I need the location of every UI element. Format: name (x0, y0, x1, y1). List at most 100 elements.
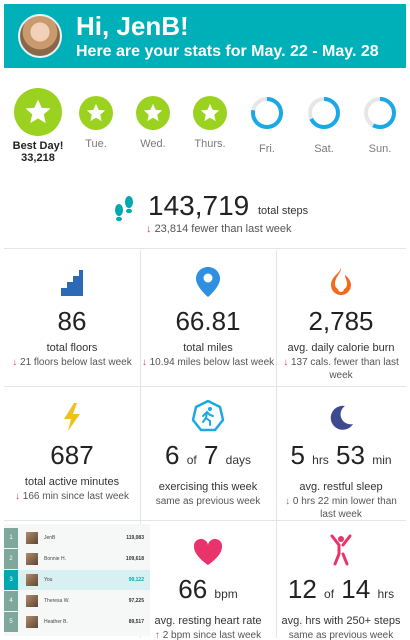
stretch-figure-icon (276, 530, 406, 566)
floors-card[interactable]: 86 total floors ↓ 21 floors below last w… (4, 262, 140, 369)
day-sat[interactable]: Sat. (304, 96, 344, 155)
runner-badge-icon (140, 396, 276, 432)
day-label: Sat. (314, 143, 334, 155)
floors-value: 86 (57, 306, 87, 336)
avatar[interactable] (18, 14, 62, 58)
sleep-value: 5 hrs 53 min (276, 440, 406, 475)
avatar (26, 553, 38, 565)
leaderboard-rank: 2 (4, 549, 18, 569)
exercise-days-total: 7 (203, 440, 219, 470)
down-arrow-icon: ↓ (283, 357, 289, 368)
best-day-steps: 33,218 (21, 152, 55, 164)
leaderboard-rank: 1 (4, 528, 18, 548)
leaderboard-row[interactable]: 4 Theresa W. 97,225 (4, 591, 150, 611)
leaderboard-steps: 99,122 (128, 577, 144, 583)
exercise-days-card[interactable]: 6 of 7 days exercising this week same as… (140, 396, 276, 508)
day-best[interactable]: Best Day! 33,218 (12, 88, 64, 164)
heart-rate-card[interactable]: 66 bpm avg. resting heart rate ↑ 2 bpm s… (140, 530, 276, 640)
leaderboard-steps: 119,083 (126, 535, 144, 541)
heart-rate-delta: ↑ 2 bpm since last week (140, 629, 276, 640)
hourly-activity-card[interactable]: 12 of 14 hrs avg. hrs with 250+ steps sa… (276, 530, 406, 640)
progress-ring-icon (308, 97, 340, 129)
hourly-activity-label: avg. hrs with 250+ steps (281, 615, 401, 627)
divider (276, 250, 277, 638)
leaderboard-row-current-user[interactable]: 3 You 99,122 (4, 570, 150, 590)
greeting: Hi, JenB! (76, 11, 189, 41)
header-banner: Hi, JenB! Here are your stats for May. 2… (4, 4, 406, 68)
divider (4, 386, 406, 387)
friends-leaderboard[interactable]: 1 JenB 119,083 2 Bonnie H. 109,618 3 You… (4, 524, 150, 636)
total-steps-value: 143,719 (148, 190, 250, 221)
date-range-subtitle: Here are your stats for May. 22 - May. 2… (76, 43, 379, 60)
hourly-activity-comparison: same as previous week (288, 630, 394, 640)
day-fri[interactable]: Fri. (247, 96, 287, 155)
calories-card[interactable]: 2,785 avg. daily calorie burn ↓ 137 cals… (276, 262, 406, 382)
heart-rate-unit: bpm (214, 587, 238, 601)
day-label: Tue. (85, 138, 107, 150)
avatar (26, 595, 38, 607)
active-minutes-card[interactable]: 687 total active minutes ↓ 166 min since… (4, 396, 140, 503)
hourly-total: 14 (341, 574, 371, 604)
sleep-minutes: 53 (336, 440, 365, 470)
leaderboard-steps: 109,618 (125, 556, 144, 562)
day-label: Thurs. (194, 138, 226, 150)
heart-rate-value: 66 bpm (140, 574, 276, 609)
miles-delta-text: 10.94 miles below last week (149, 357, 275, 368)
hourly-of: of (324, 587, 335, 601)
leaderboard-name: Heather B. (44, 619, 68, 625)
active-minutes-delta-text: 166 min since last week (22, 491, 129, 502)
sleep-card[interactable]: 5 hrs 53 min avg. restful sleep ↓ 0 hrs … (276, 396, 406, 521)
active-minutes-value: 687 (50, 440, 94, 470)
leaderboard-row[interactable]: 2 Bonnie H. 109,618 (4, 549, 150, 569)
steps-delta-text: 23,814 fewer than last week (154, 223, 292, 235)
calories-delta-text: 137 cals. fewer than last week (290, 357, 399, 381)
up-arrow-icon: ↑ (154, 630, 160, 640)
exercise-days-label: exercising this week (158, 481, 258, 493)
leaderboard-rank: 4 (4, 591, 18, 611)
hourly-unit: hrs (377, 587, 395, 601)
location-pin-icon (140, 262, 276, 298)
leaderboard-rank: 5 (4, 612, 18, 632)
exercise-days-comparison: same as previous week (155, 496, 261, 507)
down-arrow-icon: ↓ (12, 357, 18, 368)
floors-delta: ↓ 21 floors below last week (4, 356, 140, 369)
heart-rate-label: avg. resting heart rate (154, 615, 262, 627)
leaderboard-rank: 3 (4, 570, 18, 590)
exercise-of: of (186, 453, 197, 467)
weekly-day-summary: Best Day! 33,218 Tue. Wed. Thurs. Fri. S… (0, 80, 410, 176)
progress-ring-fill (308, 97, 340, 129)
sleep-label: avg. restful sleep (299, 481, 383, 493)
leaderboard-name: Bonnie H. (44, 556, 66, 562)
miles-label: total miles (183, 342, 233, 354)
heart-rate-delta-text: 2 bpm since last week (162, 630, 262, 640)
exercise-days-unit: days (225, 453, 251, 467)
miles-card[interactable]: 66.81 total miles ↓ 10.94 miles below la… (140, 262, 276, 369)
miles-value: 66.81 (175, 306, 241, 336)
steps-delta: ↓ 23,814 fewer than last week (146, 223, 292, 235)
exercise-days-count: 6 (164, 440, 180, 470)
leaderboard-row[interactable]: 5 Heather B. 89,517 (4, 612, 150, 632)
miles-delta: ↓ 10.94 miles below last week (140, 356, 276, 369)
leaderboard-row[interactable]: 1 JenB 119,083 (4, 528, 150, 548)
down-arrow-icon: ↓ (141, 357, 147, 368)
hourly-activity-value: 12 of 14 hrs (276, 574, 406, 609)
heart-icon (140, 530, 276, 566)
progress-ring-icon (251, 97, 283, 129)
leaderboard-name: JenB (44, 535, 56, 541)
leaderboard-steps: 89,517 (128, 619, 144, 625)
progress-ring-fill (364, 97, 396, 129)
flame-icon (276, 262, 406, 298)
day-wed[interactable]: Wed. (133, 96, 173, 150)
sleep-hours: 5 (290, 440, 305, 470)
day-sun[interactable]: Sun. (360, 96, 400, 155)
day-tue[interactable]: Tue. (76, 96, 116, 150)
sleep-delta-text: 0 hrs 22 min lower than last week (292, 496, 397, 520)
star-badge-icon (136, 96, 170, 130)
calories-delta: ↓ 137 cals. fewer than last week (276, 356, 406, 382)
down-arrow-icon: ↓ (15, 491, 21, 502)
sleep-minutes-unit: min (372, 453, 392, 467)
total-steps-section: 143,719 total steps ↓ 23,814 fewer than … (0, 180, 410, 244)
day-thurs[interactable]: Thurs. (189, 96, 231, 150)
divider (140, 250, 141, 638)
leaderboard-steps: 97,225 (128, 598, 144, 604)
